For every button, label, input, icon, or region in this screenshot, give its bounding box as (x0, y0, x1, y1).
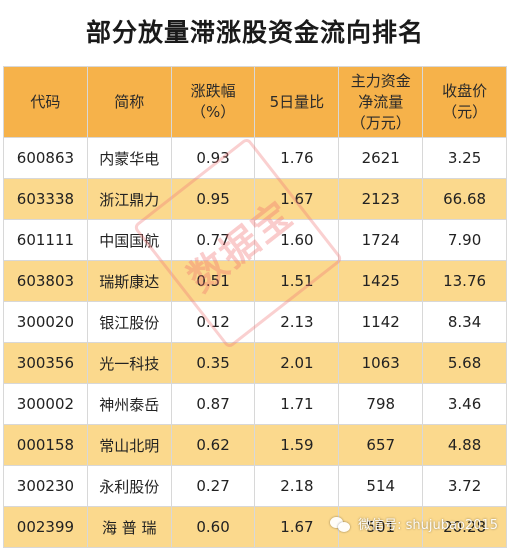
cell-volume-ratio: 1.60 (254, 219, 340, 261)
cell-close-price: 66.68 (422, 178, 507, 220)
cell-volume-ratio: 2.13 (254, 301, 340, 343)
cell-code: 603338 (3, 178, 88, 220)
cell-net-flow: 1063 (338, 342, 424, 384)
header-name: 简称 (86, 66, 172, 138)
cell-change-pct: 0.35 (170, 342, 256, 384)
table-row: 603338 浙江鼎力 0.95 1.67 2123 66.68 (3, 178, 507, 220)
cell-change-pct: 0.95 (170, 178, 256, 220)
cell-net-flow: 1425 (338, 260, 424, 302)
cell-name: 中国国航 (86, 219, 172, 261)
cell-net-flow: 657 (338, 424, 424, 466)
table-row: 600863 内蒙华电 0.93 1.76 2621 3.25 (3, 137, 507, 179)
table-header-row: 代码 简称 涨跌幅 （%） 5日量比 主力资金净流量 （万元） 收盘价 （元） (3, 66, 507, 138)
cell-volume-ratio: 2.18 (254, 465, 340, 507)
cell-net-flow: 798 (338, 383, 424, 425)
cell-change-pct: 0.12 (170, 301, 256, 343)
cell-change-pct: 0.27 (170, 465, 256, 507)
cell-code: 300230 (3, 465, 88, 507)
cell-close-price: 7.90 (422, 219, 507, 261)
cell-change-pct: 0.77 (170, 219, 256, 261)
cell-net-flow: 2123 (338, 178, 424, 220)
cell-code: 600863 (3, 137, 88, 179)
cell-name: 浙江鼎力 (86, 178, 172, 220)
table-row: 603803 瑞斯康达 0.51 1.51 1425 13.76 (3, 260, 507, 302)
table-row: 300356 光一科技 0.35 2.01 1063 5.68 (3, 342, 507, 384)
header-line: 收盘价 (442, 82, 488, 100)
cell-volume-ratio: 1.67 (254, 506, 340, 548)
cell-net-flow: 501 (338, 506, 424, 548)
cell-change-pct: 0.51 (170, 260, 256, 302)
cell-code: 002399 (3, 506, 88, 548)
header-line: （万元） (350, 113, 411, 132)
cell-net-flow: 1724 (338, 219, 424, 261)
cell-code: 300020 (3, 301, 88, 343)
header-line: （%） (190, 103, 236, 121)
table-row: 300002 神州泰岳 0.87 1.71 798 3.46 (3, 383, 507, 425)
cell-close-price: 3.72 (422, 465, 507, 507)
cell-net-flow: 2621 (338, 137, 424, 179)
cell-volume-ratio: 1.71 (254, 383, 340, 425)
page-title: 部分放量滞涨股资金流向排名 (85, 18, 424, 47)
header-code: 代码 (3, 66, 88, 138)
cell-name: 常山北明 (86, 424, 172, 466)
cell-close-price: 8.34 (422, 301, 507, 343)
cell-volume-ratio: 1.51 (254, 260, 340, 302)
cell-code: 603803 (3, 260, 88, 302)
cell-volume-ratio: 1.67 (254, 178, 340, 220)
cell-code: 000158 (3, 424, 88, 466)
table-row: 000158 常山北明 0.62 1.59 657 4.88 (3, 424, 507, 466)
fund-flow-table: 代码 简称 涨跌幅 （%） 5日量比 主力资金净流量 （万元） 收盘价 （元） 600… (3, 66, 507, 548)
cell-volume-ratio: 2.01 (254, 342, 340, 384)
table-row: 601111 中国国航 0.77 1.60 1724 7.90 (3, 219, 507, 261)
header-change-pct: 涨跌幅 （%） (170, 66, 256, 138)
header-main-net-flow: 主力资金净流量 （万元） (338, 66, 424, 138)
cell-close-price: 3.46 (422, 383, 507, 425)
cell-name: 海 普 瑞 (86, 506, 172, 548)
cell-name: 瑞斯康达 (86, 260, 172, 302)
cell-name: 内蒙华电 (86, 137, 172, 179)
cell-change-pct: 0.60 (170, 506, 256, 548)
cell-change-pct: 0.62 (170, 424, 256, 466)
header-line: 净流量 (358, 92, 404, 111)
cell-volume-ratio: 1.59 (254, 424, 340, 466)
table-row: 300230 永利股份 0.27 2.18 514 3.72 (3, 465, 507, 507)
cell-close-price: 20.28 (422, 506, 507, 548)
cell-close-price: 4.88 (422, 424, 507, 466)
header-line: （元） (442, 103, 488, 121)
cell-name: 银江股份 (86, 301, 172, 343)
cell-change-pct: 0.93 (170, 137, 256, 179)
table-row: 002399 海 普 瑞 0.60 1.67 501 20.28 (3, 506, 507, 548)
cell-close-price: 5.68 (422, 342, 507, 384)
cell-close-price: 3.25 (422, 137, 507, 179)
cell-name: 永利股份 (86, 465, 172, 507)
header-line: 涨跌幅 (190, 82, 236, 100)
header-close-price: 收盘价 （元） (422, 66, 507, 138)
cell-code: 300356 (3, 342, 88, 384)
cell-volume-ratio: 1.76 (254, 137, 340, 179)
table-row: 300020 银江股份 0.12 2.13 1142 8.34 (3, 301, 507, 343)
cell-code: 300002 (3, 383, 88, 425)
header-line: 主力资金 (350, 71, 411, 90)
cell-net-flow: 1142 (338, 301, 424, 343)
cell-name: 神州泰岳 (86, 383, 172, 425)
cell-code: 601111 (3, 219, 88, 261)
header-5day-volume-ratio: 5日量比 (254, 66, 340, 138)
cell-close-price: 13.76 (422, 260, 507, 302)
cell-net-flow: 514 (338, 465, 424, 507)
cell-change-pct: 0.87 (170, 383, 256, 425)
cell-name: 光一科技 (86, 342, 172, 384)
